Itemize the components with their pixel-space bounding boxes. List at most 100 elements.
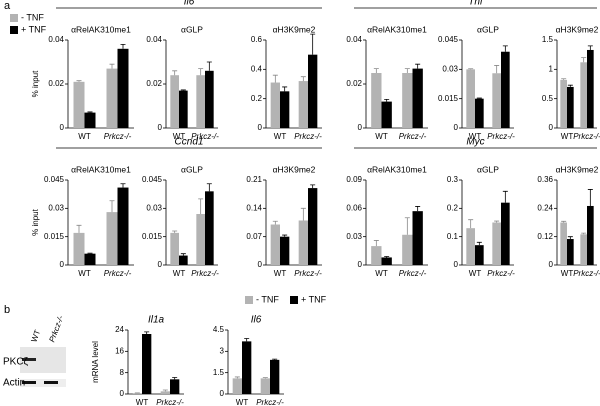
y-tick-label: 0.045 bbox=[44, 175, 65, 184]
y-tick-label: 0.015 bbox=[438, 94, 459, 103]
error-bar bbox=[373, 68, 379, 73]
error-bar bbox=[172, 377, 178, 380]
y-tick-label: 0.04 bbox=[346, 35, 362, 44]
x-tick-label: Prkcz-/- bbox=[294, 269, 322, 278]
gene-group-label: Ccnd1 bbox=[175, 137, 204, 148]
bar bbox=[106, 68, 118, 128]
bar bbox=[179, 255, 188, 265]
y-tick-label: 0.04 bbox=[146, 35, 162, 44]
error-bar bbox=[120, 183, 126, 188]
y-tick-label: 0.02 bbox=[146, 79, 162, 88]
x-tick-label: Prkcz-/- bbox=[487, 132, 515, 141]
chart-title: αH3K9me2 bbox=[556, 24, 599, 34]
legend-label: - TNF bbox=[21, 12, 44, 22]
error-bar bbox=[272, 358, 278, 360]
y-tick-label: 0 bbox=[358, 260, 363, 269]
y-tick-label: 0 bbox=[258, 123, 263, 132]
error-bar bbox=[404, 217, 410, 235]
bar bbox=[580, 234, 587, 265]
bar bbox=[73, 232, 85, 265]
y-tick-label: 0.045 bbox=[142, 175, 163, 184]
legend-swatch bbox=[245, 296, 253, 304]
bar bbox=[170, 232, 179, 265]
bar bbox=[196, 75, 205, 128]
bar bbox=[492, 222, 501, 265]
y-tick-label: 0.03 bbox=[146, 203, 162, 212]
x-tick-label: Prkcz-/- bbox=[399, 269, 427, 278]
error-bar bbox=[581, 232, 587, 235]
y-axis-label: mRNA level bbox=[91, 341, 100, 383]
y-axis-label: % input bbox=[31, 208, 40, 235]
x-tick-label: WT bbox=[173, 269, 186, 278]
error-bar bbox=[384, 256, 390, 258]
bar bbox=[142, 334, 152, 394]
bar bbox=[475, 98, 484, 128]
y-tick-label: 0.2 bbox=[447, 203, 459, 212]
chart-title: αGLP bbox=[477, 164, 499, 174]
error-bar bbox=[244, 338, 250, 342]
error-bar bbox=[300, 76, 306, 82]
x-tick-label: WT bbox=[78, 132, 91, 141]
error-bar bbox=[502, 190, 508, 203]
y-tick-label: 0 bbox=[60, 123, 65, 132]
x-tick-label: Prkcz-/- bbox=[399, 132, 427, 141]
y-tick-label: 0 bbox=[549, 123, 554, 132]
bar bbox=[492, 73, 501, 128]
y-tick-label: 0 bbox=[549, 260, 554, 269]
bar bbox=[117, 48, 129, 128]
legend-label: + TNF bbox=[301, 294, 327, 304]
x-tick-label: Prkcz-/- bbox=[487, 269, 515, 278]
bar bbox=[106, 212, 118, 265]
x-tick-label: WT bbox=[173, 132, 186, 141]
error-bar bbox=[198, 68, 204, 76]
error-bar bbox=[587, 189, 593, 206]
error-bar bbox=[172, 70, 178, 76]
bar bbox=[381, 101, 392, 128]
legend-swatch bbox=[290, 296, 298, 304]
bar bbox=[475, 245, 484, 265]
gene-group-label: Tnf bbox=[468, 0, 484, 8]
chart-title: αH3K9me2 bbox=[273, 24, 316, 34]
bar bbox=[501, 202, 510, 265]
error-bar bbox=[76, 80, 82, 82]
bar bbox=[298, 220, 308, 265]
error-bar bbox=[180, 89, 186, 91]
y-tick-label: 0.09 bbox=[346, 175, 362, 184]
gene-group-label: Il6 bbox=[184, 0, 195, 8]
error-bar bbox=[468, 219, 474, 229]
error-bar bbox=[384, 99, 390, 102]
y-tick-label: 0.02 bbox=[48, 79, 64, 88]
bar bbox=[308, 188, 318, 265]
y-tick-label: 0 bbox=[158, 260, 163, 269]
x-tick-label: WT bbox=[469, 269, 482, 278]
error-bar bbox=[109, 63, 115, 69]
bar bbox=[196, 214, 205, 265]
y-tick-label: 0.1 bbox=[447, 232, 459, 241]
x-tick-label: Prkcz-/- bbox=[104, 132, 132, 141]
chart-title: αH3K9me2 bbox=[556, 164, 599, 174]
error-bar bbox=[476, 97, 482, 99]
error-bar bbox=[581, 57, 587, 63]
bar bbox=[280, 91, 290, 128]
y-tick-label: 0.045 bbox=[438, 35, 459, 44]
bar bbox=[298, 81, 308, 128]
legend-swatch bbox=[10, 26, 18, 34]
chart-title: αGLP bbox=[477, 24, 499, 34]
y-tick-label: 0.3 bbox=[447, 175, 459, 184]
chart-title: αRelAK310me1 bbox=[71, 24, 131, 34]
bar bbox=[567, 86, 574, 128]
error-bar bbox=[172, 230, 178, 233]
bar bbox=[205, 70, 214, 128]
bar bbox=[402, 234, 413, 265]
panel-label: a bbox=[4, 0, 11, 12]
bar bbox=[242, 341, 252, 394]
bar bbox=[232, 378, 242, 394]
y-tick-label: 0.24 bbox=[537, 203, 553, 212]
y-tick-label: 0.12 bbox=[537, 232, 553, 241]
blot-lane-label: Prkcz-/- bbox=[47, 314, 65, 343]
error-bar bbox=[206, 61, 212, 71]
bar bbox=[270, 359, 280, 394]
y-tick-label: 0 bbox=[258, 260, 263, 269]
y-tick-label: 0 bbox=[120, 389, 125, 398]
error-bar bbox=[415, 206, 421, 212]
